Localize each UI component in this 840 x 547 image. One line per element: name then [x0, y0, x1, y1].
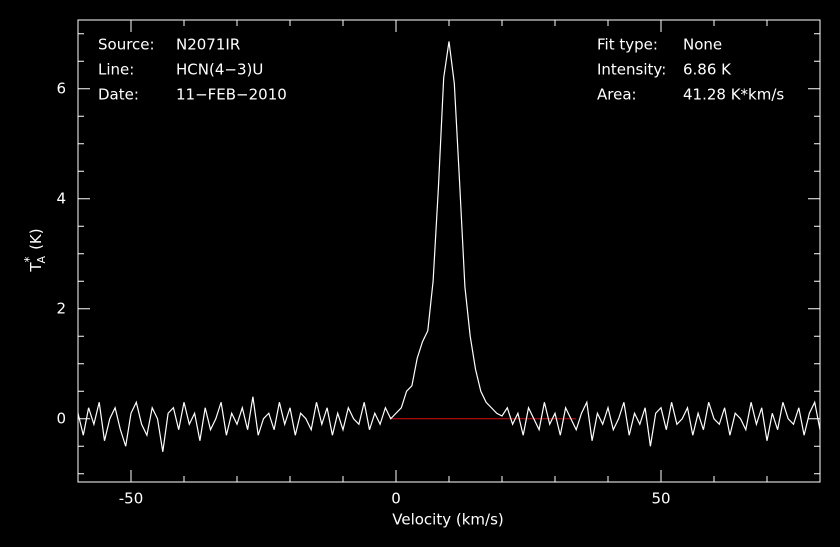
annotation-value: 41.28 K*km/s	[683, 86, 784, 104]
x-axis-label: Velocity (km/s)	[392, 511, 503, 529]
y-axis-label: T*A (K)	[22, 228, 49, 272]
annotation-value: 11−FEB−2010	[176, 86, 287, 104]
x-tick-label: 0	[391, 490, 401, 508]
annotation-value: None	[683, 36, 722, 54]
y-tick-label: 6	[56, 79, 66, 97]
x-tick-label: -50	[119, 490, 144, 508]
annotation-label: Source:	[98, 36, 155, 54]
annotation-label: Date:	[98, 86, 139, 104]
y-label-sup: *	[22, 256, 36, 262]
y-tick-label: 0	[56, 409, 66, 427]
annotation-label: Intensity:	[597, 61, 666, 79]
annotation-value: 6.86 K	[683, 61, 732, 79]
annotation-label: Line:	[98, 61, 134, 79]
y-tick-label: 2	[56, 299, 66, 317]
y-tick-label: 4	[56, 189, 66, 207]
y-label-sub: A	[35, 255, 48, 263]
y-label-symbol: T	[27, 262, 45, 273]
spectrum-line	[77, 41, 821, 452]
y-label-unit: (K)	[27, 228, 45, 250]
annotation-label: Area:	[597, 86, 637, 104]
annotation-value: N2071IR	[176, 36, 240, 54]
annotation-value: HCN(4−3)U	[176, 61, 263, 79]
x-tick-label: 50	[651, 490, 670, 508]
annotation-label: Fit type:	[597, 36, 658, 54]
